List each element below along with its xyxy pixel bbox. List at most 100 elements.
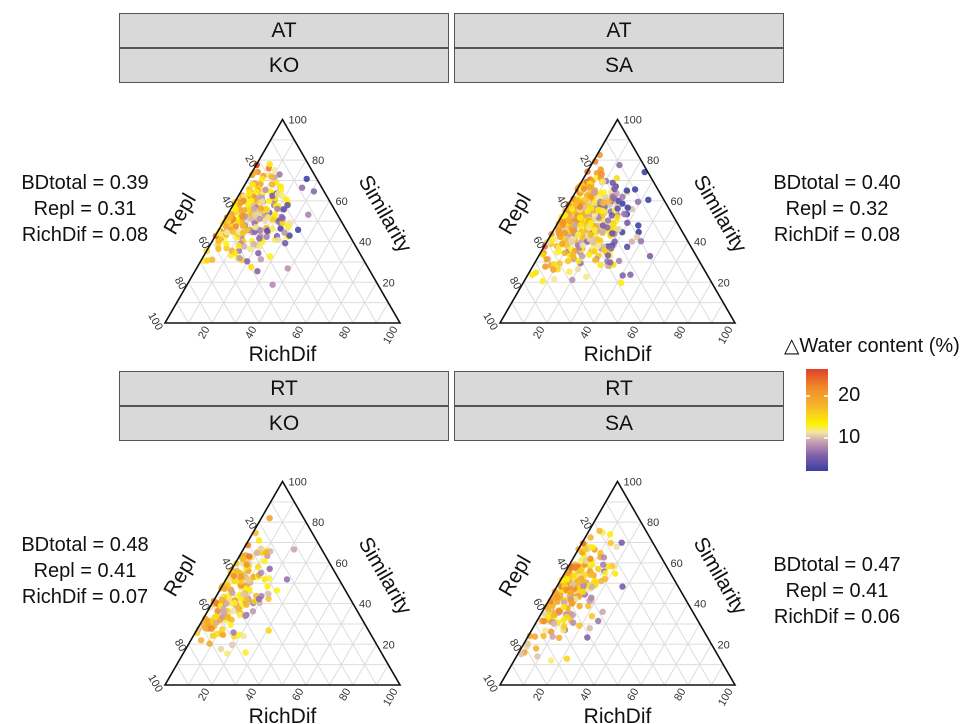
data-point (571, 564, 578, 571)
data-point (257, 256, 265, 263)
data-point (256, 215, 264, 222)
data-point (615, 257, 623, 265)
strip-top-rt-sa: RT (454, 371, 784, 406)
data-point (618, 539, 625, 546)
data-point (592, 578, 600, 586)
tick-label-repl: 80 (172, 637, 189, 654)
data-point (599, 222, 607, 229)
data-point (243, 596, 250, 604)
legend-colorbar (806, 369, 828, 471)
tick-label-similarity: 80 (312, 517, 324, 529)
data-point (543, 256, 550, 263)
data-point (277, 183, 285, 190)
tick-label-richdif: 40 (578, 325, 595, 342)
data-point (280, 206, 288, 213)
data-point (588, 594, 595, 601)
axis-title-richdif: RichDif (584, 705, 652, 724)
data-point (619, 193, 626, 200)
grid-line (246, 542, 330, 686)
data-point (212, 613, 220, 620)
data-point (539, 278, 546, 285)
data-point (240, 556, 247, 563)
strip-top-rt-ko: RT (119, 371, 449, 406)
data-point (619, 583, 626, 590)
data-point (633, 234, 641, 241)
data-point (265, 627, 272, 634)
data-point (588, 193, 595, 200)
data-point (251, 598, 258, 605)
data-point (564, 576, 571, 583)
grid-line (188, 282, 213, 324)
data-point (568, 205, 576, 213)
tick-label-richdif: 20 (531, 325, 548, 342)
data-point (284, 223, 292, 230)
strip-bottom-at-ko: KO (119, 48, 449, 83)
data-point (540, 617, 548, 625)
data-point (518, 650, 525, 658)
data-point (615, 226, 622, 233)
legend-title: △Water content (%) (784, 333, 960, 358)
grid-line (235, 180, 319, 324)
data-point (550, 261, 557, 268)
data-point (607, 539, 614, 547)
data-point (542, 627, 549, 634)
grid-line (711, 664, 724, 686)
data-point (600, 189, 608, 196)
axis-title-richdif: RichDif (249, 343, 317, 366)
data-point (593, 169, 601, 177)
data-point (591, 226, 598, 233)
tick-label-similarity: 20 (383, 277, 395, 289)
data-point (269, 192, 276, 199)
data-point (232, 250, 239, 257)
data-point (229, 607, 237, 615)
data-point (556, 608, 564, 615)
data-point (578, 252, 586, 260)
data-point (577, 222, 584, 229)
data-point (550, 611, 558, 619)
tick-label-similarity: 80 (647, 517, 659, 529)
tick-label-repl: 80 (507, 637, 524, 654)
data-point (559, 218, 566, 226)
data-point (255, 537, 263, 544)
data-point (236, 254, 243, 262)
grid-line (376, 302, 389, 324)
stats-rt-sa: BDtotal = 0.47 Repl = 0.41 RichDif = 0.0… (752, 552, 922, 630)
data-point (244, 577, 251, 584)
tick-label-similarity: 60 (336, 558, 348, 570)
data-point (645, 196, 652, 203)
tick-label-similarity: 100 (624, 114, 642, 126)
data-point (615, 197, 622, 205)
data-point (238, 578, 245, 585)
data-point (252, 224, 259, 231)
data-point (609, 230, 616, 237)
data-point (254, 563, 262, 571)
stat-repl: Repl = 0.31 (33, 198, 137, 220)
tick-label-similarity: 60 (671, 196, 683, 208)
data-point (565, 216, 572, 224)
data-point (209, 632, 216, 639)
data-point (595, 206, 602, 214)
data-point (209, 256, 216, 263)
tick-label-similarity: 100 (624, 476, 642, 488)
data-point (587, 555, 594, 562)
data-point (569, 252, 577, 259)
data-point (214, 607, 221, 615)
data-point (279, 219, 286, 227)
tick-label-richdif: 40 (243, 325, 260, 342)
tick-label-repl: 100 (145, 673, 165, 695)
data-point (237, 573, 244, 580)
stat-bdtotal: BDtotal = 0.40 (773, 172, 901, 194)
data-point (240, 591, 247, 598)
data-point (582, 571, 589, 578)
tick-label-richdif: 60 (290, 687, 307, 704)
grid-line (223, 220, 283, 324)
data-point (243, 601, 250, 608)
data-point (241, 243, 248, 250)
data-point (568, 600, 576, 607)
grid-line (352, 282, 377, 324)
ternary-grid (176, 501, 389, 686)
data-point (576, 602, 583, 610)
tick-label-repl: 20 (577, 515, 594, 532)
